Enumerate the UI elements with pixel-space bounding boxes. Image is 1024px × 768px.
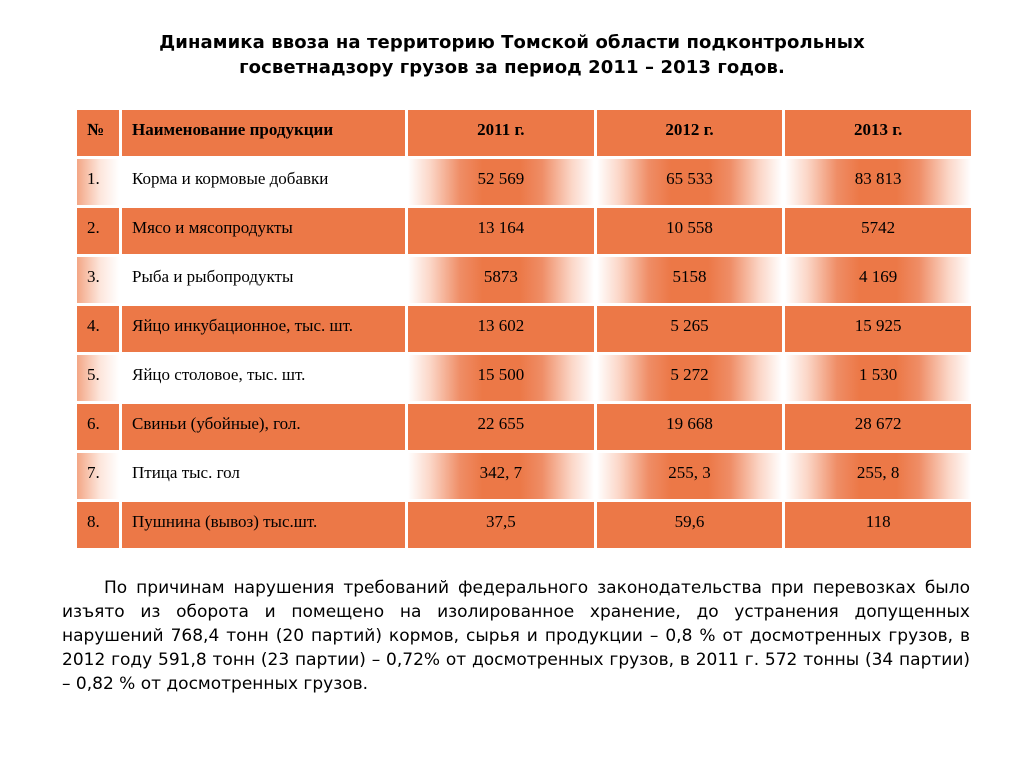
row-value-2013: 255, 8 bbox=[785, 453, 971, 499]
row-value-2011: 13 164 bbox=[408, 208, 594, 254]
row-value-2012: 255, 3 bbox=[596, 453, 783, 499]
header-number: № bbox=[77, 110, 119, 156]
row-value-2013: 5742 bbox=[785, 208, 971, 254]
header-year-2011: 2011 г. bbox=[408, 110, 594, 156]
table-row: 5. Яйцо столовое, тыс. шт. 15 500 5 272 … bbox=[77, 355, 971, 401]
row-value-2012: 59,6 bbox=[596, 502, 783, 548]
row-value-2013: 4 169 bbox=[785, 257, 971, 303]
row-value-2011: 5873 bbox=[408, 257, 594, 303]
row-number: 8. bbox=[77, 502, 119, 548]
table-row: 7. Птица тыс. гол 342, 7 255, 3 255, 8 bbox=[77, 453, 971, 499]
row-number: 5. bbox=[77, 355, 119, 401]
row-value-2012: 5 272 bbox=[596, 355, 783, 401]
table-header-row: № Наименование продукции 2011 г. 2012 г.… bbox=[77, 110, 971, 156]
header-year-2013: 2013 г. bbox=[785, 110, 971, 156]
row-product-name: Корма и кормовые добавки bbox=[122, 159, 405, 205]
row-number: 7. bbox=[77, 453, 119, 499]
row-value-2012: 10 558 bbox=[596, 208, 783, 254]
header-product-name: Наименование продукции bbox=[122, 110, 405, 156]
row-value-2011: 15 500 bbox=[408, 355, 594, 401]
row-value-2012: 5158 bbox=[596, 257, 783, 303]
row-value-2012: 19 668 bbox=[596, 404, 783, 450]
row-value-2011: 37,5 bbox=[408, 502, 594, 548]
row-number: 3. bbox=[77, 257, 119, 303]
row-number: 6. bbox=[77, 404, 119, 450]
row-value-2012: 5 265 bbox=[596, 306, 783, 352]
row-value-2013: 118 bbox=[785, 502, 971, 548]
row-value-2011: 22 655 bbox=[408, 404, 594, 450]
row-product-name: Мясо и мясопродукты bbox=[122, 208, 405, 254]
row-value-2013: 28 672 bbox=[785, 404, 971, 450]
row-value-2013: 83 813 bbox=[785, 159, 971, 205]
row-product-name: Рыба и рыбопродукты bbox=[122, 257, 405, 303]
table-row: 2. Мясо и мясопродукты 13 164 10 558 574… bbox=[77, 208, 971, 254]
row-value-2012: 65 533 bbox=[596, 159, 783, 205]
header-year-2012: 2012 г. bbox=[596, 110, 783, 156]
row-product-name: Свиньи (убойные), гол. bbox=[122, 404, 405, 450]
table-row: 1. Корма и кормовые добавки 52 569 65 53… bbox=[77, 159, 971, 205]
row-value-2011: 342, 7 bbox=[408, 453, 594, 499]
row-product-name: Птица тыс. гол bbox=[122, 453, 405, 499]
slide-title-line-2: госветнадзору грузов за период 2011 – 20… bbox=[239, 57, 785, 78]
row-product-name: Яйцо столовое, тыс. шт. bbox=[122, 355, 405, 401]
row-value-2011: 52 569 bbox=[408, 159, 594, 205]
slide-title-line-1: Динамика ввоза на территорию Томской обл… bbox=[159, 32, 865, 53]
import-dynamics-table: № Наименование продукции 2011 г. 2012 г.… bbox=[74, 107, 974, 551]
row-number: 1. bbox=[77, 159, 119, 205]
row-value-2011: 13 602 bbox=[408, 306, 594, 352]
table-row: 6. Свиньи (убойные), гол. 22 655 19 668 … bbox=[77, 404, 971, 450]
table-row: 4. Яйцо инкубационное, тыс. шт. 13 602 5… bbox=[77, 306, 971, 352]
row-product-name: Пушнина (вывоз) тыс.шт. bbox=[122, 502, 405, 548]
table-row: 3. Рыба и рыбопродукты 5873 5158 4 169 bbox=[77, 257, 971, 303]
row-number: 2. bbox=[77, 208, 119, 254]
row-number: 4. bbox=[77, 306, 119, 352]
table-row: 8. Пушнина (вывоз) тыс.шт. 37,5 59,6 118 bbox=[77, 502, 971, 548]
violations-note: По причинам нарушения требований федерал… bbox=[62, 578, 970, 694]
row-value-2013: 15 925 bbox=[785, 306, 971, 352]
slide-title: Динамика ввоза на территорию Томской обл… bbox=[100, 30, 924, 80]
row-product-name: Яйцо инкубационное, тыс. шт. bbox=[122, 306, 405, 352]
row-value-2013: 1 530 bbox=[785, 355, 971, 401]
